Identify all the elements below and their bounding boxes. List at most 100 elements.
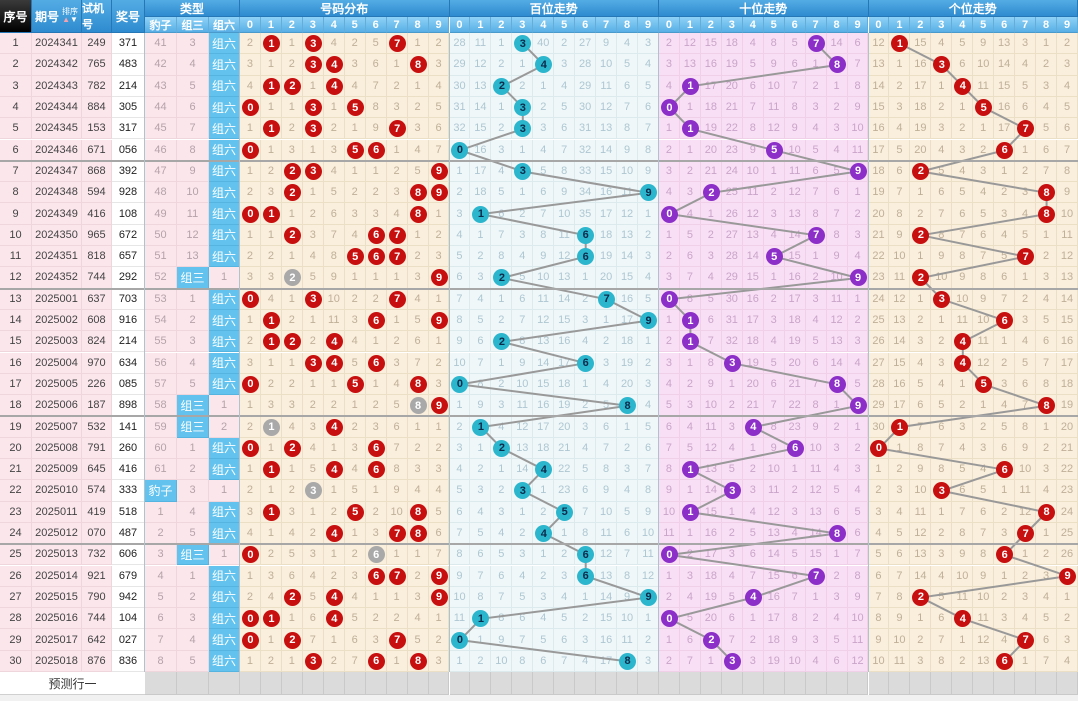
cell-units: 10 <box>910 480 932 502</box>
sort-desc-icon[interactable]: ▼ <box>70 15 78 24</box>
cell-units: 4 <box>1036 480 1058 502</box>
header-period-label: 期号 <box>34 9 59 24</box>
cell-dist: 4 <box>407 288 429 310</box>
cell-hundreds: 4 <box>491 416 513 438</box>
cell-units: 9 <box>952 544 974 566</box>
cell-dist: 1 <box>302 373 324 396</box>
cell-tens: 5 <box>742 54 764 76</box>
cell-hundreds: 8 <box>470 373 492 396</box>
cell-units: 2 <box>994 182 1016 204</box>
tens-circle: 7 <box>807 35 825 53</box>
cell-hundreds: 3 <box>491 395 513 417</box>
dist-circle: 8 <box>409 184 427 202</box>
cell-hundreds: 6 <box>596 416 618 438</box>
sort-control[interactable]: 排序 ▲▼ <box>62 8 78 24</box>
cell-tens: 30 <box>721 288 743 310</box>
cell-dist: 4 <box>323 160 345 183</box>
cell-tens: 10 <box>700 395 722 417</box>
cell-hundreds: 4 <box>638 395 659 417</box>
cell-tens: 4 <box>742 501 764 523</box>
prediction-cell <box>177 672 209 695</box>
prediction-cell <box>260 672 282 695</box>
cell-tens: 4 <box>805 309 827 332</box>
cell-units: 16 <box>1057 331 1078 353</box>
cell-type-active: 组六 <box>209 565 240 587</box>
dist-circle: 2 <box>283 226 301 244</box>
cell-hundreds: 8 <box>596 459 618 481</box>
dist-circle: 6 <box>367 312 385 330</box>
cell-hundreds: 5 <box>491 544 513 566</box>
prediction-cell <box>910 672 932 695</box>
tens-circle: 9 <box>849 397 867 415</box>
cell-dist: 1 <box>365 160 387 183</box>
cell-prize-number: 214 <box>112 75 145 97</box>
cell-dist: 1 <box>302 501 324 523</box>
dist-circle: 0 <box>241 290 259 308</box>
header-period-sort[interactable]: 期号 排序 ▲▼ <box>32 0 82 33</box>
week-separator <box>0 287 1078 290</box>
cell-hundreds: 2 <box>512 75 534 97</box>
cell-tens: 6 <box>659 416 680 438</box>
cell-dist: 2 <box>302 331 324 353</box>
cell-prize-number: 606 <box>112 544 145 566</box>
dist-circle: 0 <box>241 610 259 628</box>
prediction-cell <box>323 672 345 695</box>
cell-tens: 2 <box>742 459 764 481</box>
cell-dist: 2 <box>428 33 450 55</box>
dist-circle: 6 <box>367 439 385 457</box>
cell-test-number: 791 <box>82 437 112 459</box>
cell-hundreds: 9 <box>638 501 659 523</box>
cell-tens: 21 <box>721 96 743 119</box>
cell-period: 2025004 <box>32 352 82 374</box>
prediction-cell <box>1036 672 1058 695</box>
cell-tens: 7 <box>721 629 743 651</box>
section-divider <box>658 33 659 672</box>
cell-dist: 7 <box>407 352 429 374</box>
cell-units: 9 <box>973 565 995 587</box>
cell-units: 8 <box>973 544 995 566</box>
cell-units: 7 <box>910 416 932 438</box>
prediction-cell <box>365 672 387 695</box>
cell-units: 19 <box>1057 395 1078 417</box>
cell-hundreds: 6 <box>617 522 639 545</box>
cell-tens: 2 <box>847 437 869 459</box>
cell-hundreds: 11 <box>596 522 618 545</box>
hundreds-circle: 6 <box>577 567 595 585</box>
cell-test-number: 921 <box>82 565 112 587</box>
cell-units: 2 <box>889 459 911 481</box>
hundreds-circle: 6 <box>577 354 595 372</box>
cell-units: 14 <box>910 565 932 587</box>
cell-hundreds: 18 <box>596 224 618 246</box>
cell-tens: 6 <box>847 522 869 545</box>
cell-hundreds: 4 <box>533 139 555 161</box>
cell-tens: 3 <box>763 203 785 225</box>
cell-units: 17 <box>868 139 890 161</box>
cell-dist: 4 <box>302 437 324 459</box>
cell-units: 4 <box>931 33 953 55</box>
dist-circle: 7 <box>388 631 406 649</box>
cell-type-miss: 3 <box>145 544 177 566</box>
cell-hundreds: 2 <box>533 96 555 119</box>
sort-asc-icon[interactable]: ▲ <box>62 15 70 24</box>
header-digit-tens-6: 6 <box>784 17 806 33</box>
cell-dist: 2 <box>365 395 387 417</box>
cell-dist: 2 <box>260 650 282 672</box>
dist-circle: 7 <box>388 567 406 585</box>
cell-hundreds: 8 <box>512 650 534 672</box>
cell-hundreds: 12 <box>470 54 492 76</box>
cell-type-miss: 3 <box>177 331 209 353</box>
cell-hundreds: 2 <box>470 459 492 481</box>
cell-units: 1 <box>1015 650 1037 672</box>
cell-units: 11 <box>1057 224 1078 246</box>
header-group-type: 类型 <box>145 0 240 17</box>
cell-tens: 16 <box>742 288 764 310</box>
cell-hundreds: 4 <box>449 459 471 481</box>
cell-tens: 23 <box>784 416 806 438</box>
cell-type-active: 组六 <box>209 459 240 481</box>
cell-dist: 11 <box>323 309 345 332</box>
cell-tens: 17 <box>700 75 722 97</box>
cell-tens: 4 <box>847 352 869 374</box>
prediction-cell <box>679 672 701 695</box>
header-digit-units-9: 9 <box>1057 17 1078 33</box>
cell-dist: 3 <box>302 224 324 246</box>
